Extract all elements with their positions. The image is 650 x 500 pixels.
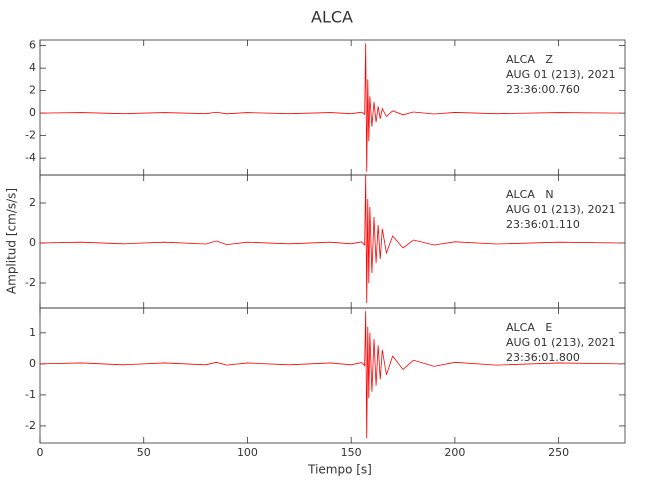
annotation: 23:36:00.760 — [506, 83, 580, 96]
y-tick-label: 0 — [29, 106, 36, 119]
panel-frame — [39, 307, 626, 444]
waveform — [39, 174, 621, 304]
annotation: ALCA N — [506, 188, 554, 201]
x-tick-label: 200 — [444, 446, 465, 459]
annotation: 23:36:01.800 — [506, 351, 580, 364]
y-tick-label: 4 — [29, 61, 36, 74]
annotation: AUG 01 (213), 2021 — [506, 68, 616, 81]
y-tick-label: -4 — [25, 151, 36, 164]
y-axis-label: Amplitud [cm/s/s] — [5, 188, 19, 294]
annotation: AUG 01 (213), 2021 — [506, 203, 616, 216]
y-tick-label: 2 — [29, 84, 36, 97]
y-tick-label: 6 — [29, 39, 36, 52]
y-tick-label: 0 — [29, 357, 36, 370]
y-tick-label: 0 — [29, 236, 36, 249]
x-tick-label: 100 — [237, 446, 258, 459]
y-tick-label: 2 — [29, 196, 36, 209]
x-tick-label: 250 — [548, 446, 569, 459]
chart-title: ALCA — [311, 8, 353, 27]
y-tick-label: -2 — [25, 129, 36, 142]
annotation: ALCA E — [506, 321, 552, 334]
x-tick-label: 150 — [341, 446, 362, 459]
y-tick-label: -1 — [25, 388, 36, 401]
annotation: ALCA Z — [506, 53, 553, 66]
x-axis-label: Tiempo [s] — [307, 463, 372, 477]
waveform — [39, 43, 621, 172]
x-tick-label: 50 — [137, 446, 151, 459]
y-tick-label: -2 — [25, 276, 36, 289]
annotation: 23:36:01.110 — [506, 218, 580, 231]
y-tick-label: -2 — [25, 419, 36, 432]
y-tick-label: 1 — [29, 326, 36, 339]
waveform — [39, 311, 621, 439]
annotation: AUG 01 (213), 2021 — [506, 336, 616, 349]
x-tick-label: 0 — [37, 446, 44, 459]
